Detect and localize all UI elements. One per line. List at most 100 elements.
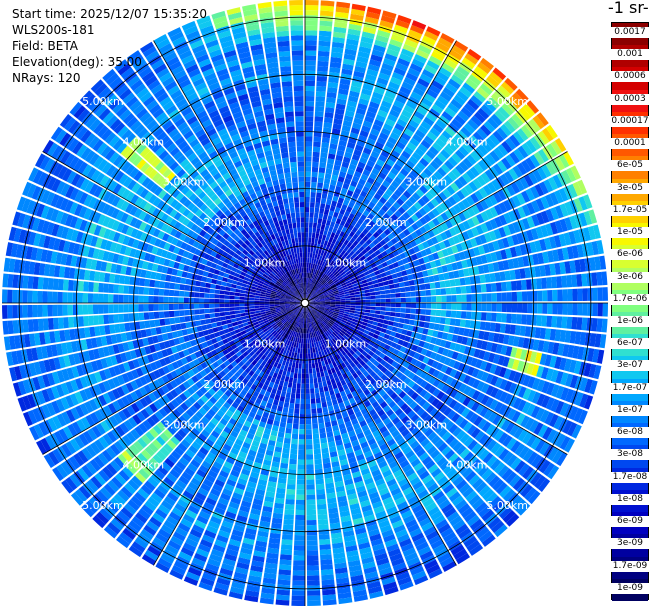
beta-gate: [360, 296, 366, 300]
beta-gate: [445, 310, 452, 318]
beta-gate: [287, 382, 293, 388]
beta-gate: [306, 293, 309, 299]
beta-gate: [521, 204, 531, 217]
beta-gate: [562, 303, 568, 315]
beta-gate: [311, 181, 317, 188]
beta-gate: [355, 107, 367, 116]
beta-gate: [525, 229, 534, 242]
beta-gate: [314, 304, 320, 307]
beta-gate: [305, 292, 307, 299]
beta-gate: [351, 3, 366, 12]
beta-gate: [564, 217, 573, 231]
beta-gate: [499, 323, 506, 334]
beta-gate: [450, 310, 457, 318]
beta-gate: [314, 387, 320, 394]
beta-gate: [321, 288, 327, 292]
beta-gate: [431, 51, 445, 62]
beta-gate: [417, 243, 425, 251]
beta-gate: [305, 207, 310, 213]
beta-gate: [362, 186, 370, 194]
beta-gate: [481, 303, 487, 312]
beta-gate: [344, 311, 350, 315]
beta-gate: [278, 426, 286, 433]
beta-gate: [387, 217, 395, 225]
beta-gate: [320, 442, 328, 449]
beta-gate: [293, 413, 300, 419]
beta-gate: [373, 192, 382, 201]
beta-gate: [533, 151, 545, 165]
beta-gate: [325, 285, 331, 290]
beta-gate: [500, 249, 508, 260]
beta-gate: [365, 245, 372, 252]
beta-gate: [459, 86, 472, 98]
beta-gate: [547, 176, 558, 191]
beta-gate: [349, 231, 355, 238]
beta-gate: [316, 228, 321, 234]
beta-gate: [451, 295, 457, 302]
beta-gate: [354, 65, 367, 74]
beta-gate: [480, 211, 489, 222]
beta-gate: [312, 293, 318, 297]
beta-gate: [511, 113, 524, 127]
beta-gate: [370, 295, 376, 300]
beta-gate: [298, 439, 305, 445]
beta-gate: [277, 477, 287, 484]
beta-gate: [423, 232, 431, 241]
beta-gate: [384, 53, 398, 62]
beta-gate: [319, 25, 333, 32]
beta-gate: [479, 274, 486, 284]
beta-gate: [439, 257, 447, 266]
beta-gate: [321, 219, 327, 225]
beta-gate: [378, 246, 386, 253]
beta-gate: [509, 246, 518, 258]
beta-gate: [552, 289, 558, 302]
beta-gate: [431, 227, 440, 236]
beta-gate: [305, 398, 311, 404]
beta-gate: [349, 295, 356, 298]
beta-gate: [367, 248, 375, 256]
beta-gate: [307, 252, 310, 258]
beta-gate: [370, 303, 376, 307]
beta-gate: [379, 196, 387, 205]
beta-gate: [306, 293, 310, 299]
beta-gate: [383, 280, 389, 286]
beta-gate: [329, 260, 335, 267]
beta-gate: [327, 259, 333, 265]
beta-gate: [305, 40, 317, 46]
beta-gate: [508, 168, 519, 181]
beta-gate: [408, 279, 415, 286]
beta-gate: [418, 321, 425, 328]
beta-gate: [317, 508, 328, 515]
beta-gate: [299, 424, 305, 430]
beta-gate: [379, 184, 388, 193]
beta-gate: [340, 304, 346, 307]
beta-gate: [308, 353, 311, 359]
beta-gate: [578, 361, 587, 376]
beta-gate: [415, 188, 425, 198]
beta-gate: [386, 240, 394, 248]
beta-gate: [423, 135, 435, 146]
beta-gate: [391, 180, 400, 189]
beta-gate: [332, 169, 340, 176]
beta-gate: [324, 305, 331, 307]
beta-gate: [352, 240, 359, 247]
beta-gate: [365, 296, 371, 300]
beta-gate: [318, 523, 329, 530]
beta-gate: [305, 85, 315, 92]
beta-gate: [326, 278, 332, 283]
beta-gate: [402, 236, 410, 245]
beta-gate: [305, 424, 312, 430]
beta-gate: [368, 133, 378, 142]
beta-gate: [309, 252, 313, 259]
beta-gate: [316, 290, 322, 295]
beta-gate: [343, 288, 349, 293]
beta-gate: [452, 235, 461, 244]
beta-gate: [306, 494, 316, 500]
beta-gate: [333, 279, 339, 284]
beta-gate: [321, 142, 330, 149]
beta-gate: [596, 271, 603, 286]
beta-gate: [518, 107, 532, 121]
beta-gate: [463, 328, 470, 337]
beta-gate: [410, 297, 417, 303]
beta-gate: [491, 179, 501, 191]
